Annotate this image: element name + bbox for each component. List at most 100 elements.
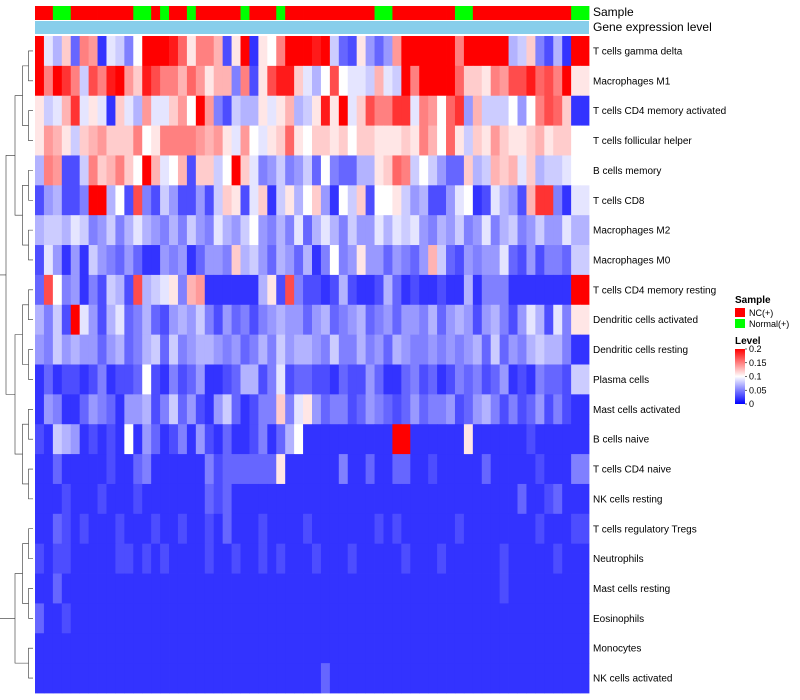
- heatmap-cell: [338, 454, 349, 485]
- heatmap-cell: [526, 603, 536, 634]
- heatmap-cell: [526, 65, 536, 97]
- heatmap-cell: [320, 633, 331, 664]
- heatmap-cell: [240, 663, 250, 694]
- heatmap-cell: [186, 424, 197, 455]
- heatmap-cell: [267, 483, 277, 515]
- heatmap-cell: [303, 155, 313, 186]
- heatmap-cell: [374, 543, 384, 574]
- heatmap-cell: [133, 454, 143, 485]
- heatmap-cell: [490, 185, 501, 216]
- heatmap-cell: [437, 543, 447, 574]
- heatmap-cell: [52, 65, 63, 97]
- heatmap-cell: [177, 95, 188, 126]
- heatmap-cell: [151, 185, 161, 216]
- heatmap-cell: [142, 245, 152, 276]
- heatmap-cell: [437, 155, 447, 186]
- heatmap-cell: [401, 155, 411, 186]
- heatmap-cell: [177, 513, 188, 545]
- heatmap-cell: [383, 573, 393, 604]
- heatmap-cell: [580, 483, 590, 515]
- heatmap-cell: [258, 65, 268, 97]
- heatmap-cell: [454, 603, 465, 634]
- heatmap-cell: [97, 95, 107, 126]
- heatmap-cell: [276, 215, 286, 246]
- heatmap-cell: [79, 304, 90, 336]
- heatmap-cell: [490, 394, 501, 425]
- heatmap-cell: [106, 274, 116, 306]
- heatmap-cell: [312, 334, 322, 365]
- heatmap-cell: [571, 454, 581, 485]
- heatmap-cell: [52, 185, 63, 216]
- heatmap-cell: [249, 334, 259, 365]
- heatmap-cell: [437, 513, 447, 545]
- heatmap-cell: [472, 364, 483, 395]
- heatmap-cell: [392, 424, 402, 455]
- heatmap-cell: [392, 125, 402, 156]
- heatmap-cell: [437, 274, 447, 306]
- heatmap-cell: [79, 215, 90, 246]
- heatmap-cell: [428, 304, 438, 336]
- heatmap-cell: [160, 364, 170, 395]
- sample-annotation-cell: [508, 6, 518, 20]
- heatmap-cell: [356, 573, 367, 604]
- heatmap-cell: [213, 513, 224, 545]
- heatmap-cell: [35, 633, 45, 664]
- heatmap-cell: [70, 65, 81, 97]
- heatmap-cell: [490, 65, 501, 97]
- heatmap-cell: [35, 304, 45, 336]
- heatmap-cell: [106, 125, 116, 156]
- heatmap-cell: [276, 663, 286, 694]
- heatmap-cell: [124, 543, 134, 574]
- heatmap-cell: [544, 513, 554, 545]
- heatmap-cell: [419, 185, 429, 216]
- heatmap-cell: [88, 185, 98, 216]
- heatmap-cell: [258, 155, 268, 186]
- heatmap-cell: [526, 95, 536, 126]
- heatmap-cell: [249, 603, 259, 634]
- heatmap-cell: [571, 364, 581, 395]
- heatmap-cell: [133, 483, 143, 515]
- heatmap-cell: [526, 274, 536, 306]
- heatmap-cell: [35, 185, 45, 216]
- heatmap-cell: [508, 304, 518, 336]
- heatmap-cell: [35, 65, 45, 97]
- heatmap-cell: [97, 245, 107, 276]
- legend-swatch-normal: [735, 319, 745, 328]
- heatmap-cell: [347, 274, 358, 306]
- heatmap-cell: [142, 364, 152, 395]
- heatmap-cell: [186, 95, 197, 126]
- heatmap-cell: [124, 245, 134, 276]
- heatmap-cell: [481, 304, 492, 336]
- heatmap-cell: [169, 274, 179, 306]
- heatmap-cell: [401, 274, 411, 306]
- heatmap-cell: [276, 95, 286, 126]
- heatmap-cell: [535, 364, 545, 395]
- heatmap-cell: [410, 603, 420, 634]
- heatmap-cell: [499, 513, 509, 545]
- heatmap-cell: [177, 155, 188, 186]
- heatmap-cell: [312, 483, 322, 515]
- heatmap-cell: [383, 454, 393, 485]
- heatmap-cell: [276, 633, 286, 664]
- heatmap-cell: [61, 125, 72, 156]
- heatmap-cell: [186, 483, 197, 515]
- heatmap-cell: [97, 185, 107, 216]
- heatmap-cell: [463, 215, 474, 246]
- heatmap-cell: [267, 245, 277, 276]
- heatmap-cell: [383, 364, 393, 395]
- heatmap-cell: [285, 185, 295, 216]
- heatmap-cell: [231, 663, 241, 694]
- heatmap-cell: [508, 573, 518, 604]
- heatmap-cell: [329, 633, 340, 664]
- heatmap-cell: [481, 543, 492, 574]
- heatmap-cell: [231, 394, 241, 425]
- heatmap-cell: [285, 633, 295, 664]
- heatmap-cell: [303, 95, 313, 126]
- heatmap-cell: [562, 633, 572, 664]
- row-label: T cells CD4 memory activated: [593, 106, 726, 117]
- sample-annotation-cell: [428, 6, 438, 20]
- heatmap-cell: [285, 454, 295, 485]
- heatmap-cell: [392, 36, 402, 67]
- heatmap-cell: [356, 424, 367, 455]
- heatmap-cell: [490, 513, 501, 545]
